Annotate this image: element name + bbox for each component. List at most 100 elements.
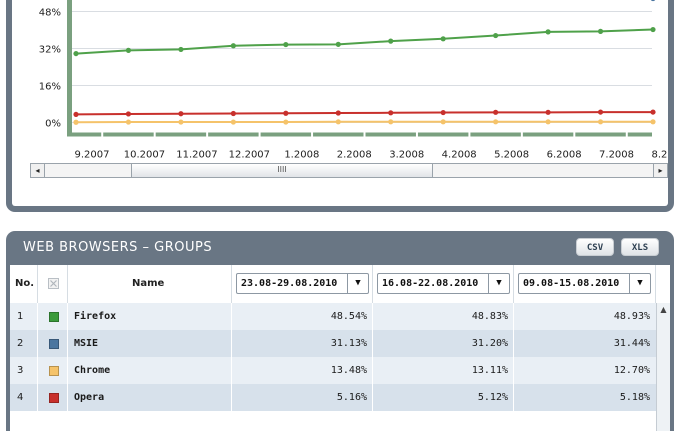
- table-row[interactable]: 3 Chrome 13.48% 13.11% 12.70%: [10, 357, 656, 384]
- row-name: Opera: [68, 384, 232, 411]
- data-point: [650, 119, 655, 124]
- data-point: [73, 112, 78, 117]
- x-tick-label: 2.2008: [337, 150, 372, 161]
- row-swatch-cell: [38, 330, 68, 357]
- export-csv-button[interactable]: CSV: [576, 238, 614, 256]
- data-point: [231, 119, 236, 124]
- browsers-table-panel: WEB BROWSERS – GROUPS CSV XLS No. Name 2…: [6, 231, 674, 431]
- data-point: [336, 42, 341, 47]
- period-2-select[interactable]: 16.08-22.08.2010 ▼: [377, 273, 510, 294]
- column-header-no[interactable]: No.: [10, 265, 38, 303]
- row-number: 3: [10, 357, 38, 384]
- column-header-name[interactable]: Name: [68, 265, 232, 303]
- data-point: [650, 27, 655, 32]
- data-point: [73, 120, 78, 125]
- row-number: 1: [10, 303, 38, 330]
- scroll-left-arrow-icon[interactable]: ◂: [31, 164, 45, 177]
- column-header-period-1: 23.08-29.08.2010 ▼: [232, 265, 373, 303]
- data-point: [598, 29, 603, 34]
- table-row[interactable]: 4 Opera 5.16% 5.12% 5.18%: [10, 384, 656, 411]
- data-point: [493, 110, 498, 115]
- data-point: [178, 119, 183, 124]
- chevron-down-icon[interactable]: ▼: [629, 274, 650, 293]
- chevron-down-icon[interactable]: ▼: [488, 274, 509, 293]
- table-row[interactable]: 2 MSIE 31.13% 31.20% 31.44%: [10, 330, 656, 357]
- x-tick-label: 7.2008: [599, 150, 634, 161]
- x-tick-label: 3.2008: [389, 150, 424, 161]
- row-name: MSIE: [68, 330, 232, 357]
- row-value-period-1: 48.54%: [232, 303, 373, 330]
- row-value-period-2: 5.12%: [373, 384, 514, 411]
- data-point: [441, 119, 446, 124]
- data-point: [178, 111, 183, 116]
- x-tick-label: 6.2008: [547, 150, 582, 161]
- data-point: [283, 42, 288, 47]
- data-point: [73, 51, 78, 56]
- row-value-period-2: 48.83%: [373, 303, 514, 330]
- row-number: 4: [10, 384, 38, 411]
- color-swatch: [49, 339, 59, 349]
- row-value-period-1: 31.13%: [232, 330, 373, 357]
- data-point: [388, 39, 393, 44]
- row-swatch-cell: [38, 384, 68, 411]
- row-value-period-3: 5.18%: [514, 384, 656, 411]
- x-tick-label: 5.2008: [494, 150, 529, 161]
- row-value-period-3: 31.44%: [514, 330, 656, 357]
- row-value-period-1: 13.48%: [232, 357, 373, 384]
- checkbox-x-icon[interactable]: [48, 278, 59, 289]
- table-title: WEB BROWSERS – GROUPS: [23, 240, 212, 255]
- export-xls-button[interactable]: XLS: [621, 238, 659, 256]
- data-point: [545, 110, 550, 115]
- data-point: [650, 109, 655, 114]
- x-tick-label: 8.2008: [652, 150, 669, 161]
- data-point: [283, 119, 288, 124]
- x-tick-label: 12.2007: [229, 150, 270, 161]
- column-header-period-2: 16.08-22.08.2010 ▼: [373, 265, 514, 303]
- y-tick-label: 48%: [39, 8, 61, 19]
- column-header-no-label: No.: [15, 278, 34, 289]
- chevron-down-icon[interactable]: ▼: [347, 274, 368, 293]
- column-header-visibility[interactable]: [38, 265, 68, 303]
- x-tick-label: 11.2007: [176, 150, 217, 161]
- data-point: [283, 111, 288, 116]
- data-point: [336, 119, 341, 124]
- table-row[interactable]: 1 Firefox 48.54% 48.83% 48.93%: [10, 303, 656, 330]
- data-point: [388, 110, 393, 115]
- scroll-thumb[interactable]: IIII: [131, 164, 433, 177]
- y-tick-label: 0%: [45, 119, 61, 130]
- series-line: [76, 112, 653, 114]
- y-axis: [67, 0, 72, 133]
- chart-horizontal-scrollbar[interactable]: ◂ IIII ▸: [30, 163, 668, 178]
- data-point: [441, 36, 446, 41]
- x-tick-label: 1.2008: [284, 150, 319, 161]
- data-point: [388, 119, 393, 124]
- x-tick-label: 4.2008: [442, 150, 477, 161]
- scroll-right-arrow-icon[interactable]: ▸: [653, 164, 667, 177]
- data-point: [598, 119, 603, 124]
- row-swatch-cell: [38, 357, 68, 384]
- period-1-select[interactable]: 23.08-29.08.2010 ▼: [236, 273, 369, 294]
- row-name: Chrome: [68, 357, 232, 384]
- series-line: [76, 30, 653, 54]
- data-point: [178, 47, 183, 52]
- period-3-select[interactable]: 09.08-15.08.2010 ▼: [518, 273, 651, 294]
- data-point: [126, 111, 131, 116]
- column-header-name-label: Name: [132, 278, 164, 289]
- scroll-up-arrow-icon[interactable]: ▲: [657, 303, 670, 316]
- y-tick-label: 16%: [39, 82, 61, 93]
- data-point: [441, 110, 446, 115]
- data-point: [598, 109, 603, 114]
- period-3-value: 09.08-15.08.2010: [523, 278, 619, 289]
- data-point: [231, 43, 236, 48]
- period-1-value: 23.08-29.08.2010: [241, 278, 337, 289]
- row-value-period-1: 5.16%: [232, 384, 373, 411]
- data-point: [126, 48, 131, 53]
- color-swatch: [49, 366, 59, 376]
- table-vertical-scrollbar[interactable]: ▲: [656, 303, 670, 431]
- data-point: [650, 0, 655, 1]
- period-2-value: 16.08-22.08.2010: [382, 278, 478, 289]
- x-tick-label: 9.2007: [75, 150, 110, 161]
- data-point: [126, 119, 131, 124]
